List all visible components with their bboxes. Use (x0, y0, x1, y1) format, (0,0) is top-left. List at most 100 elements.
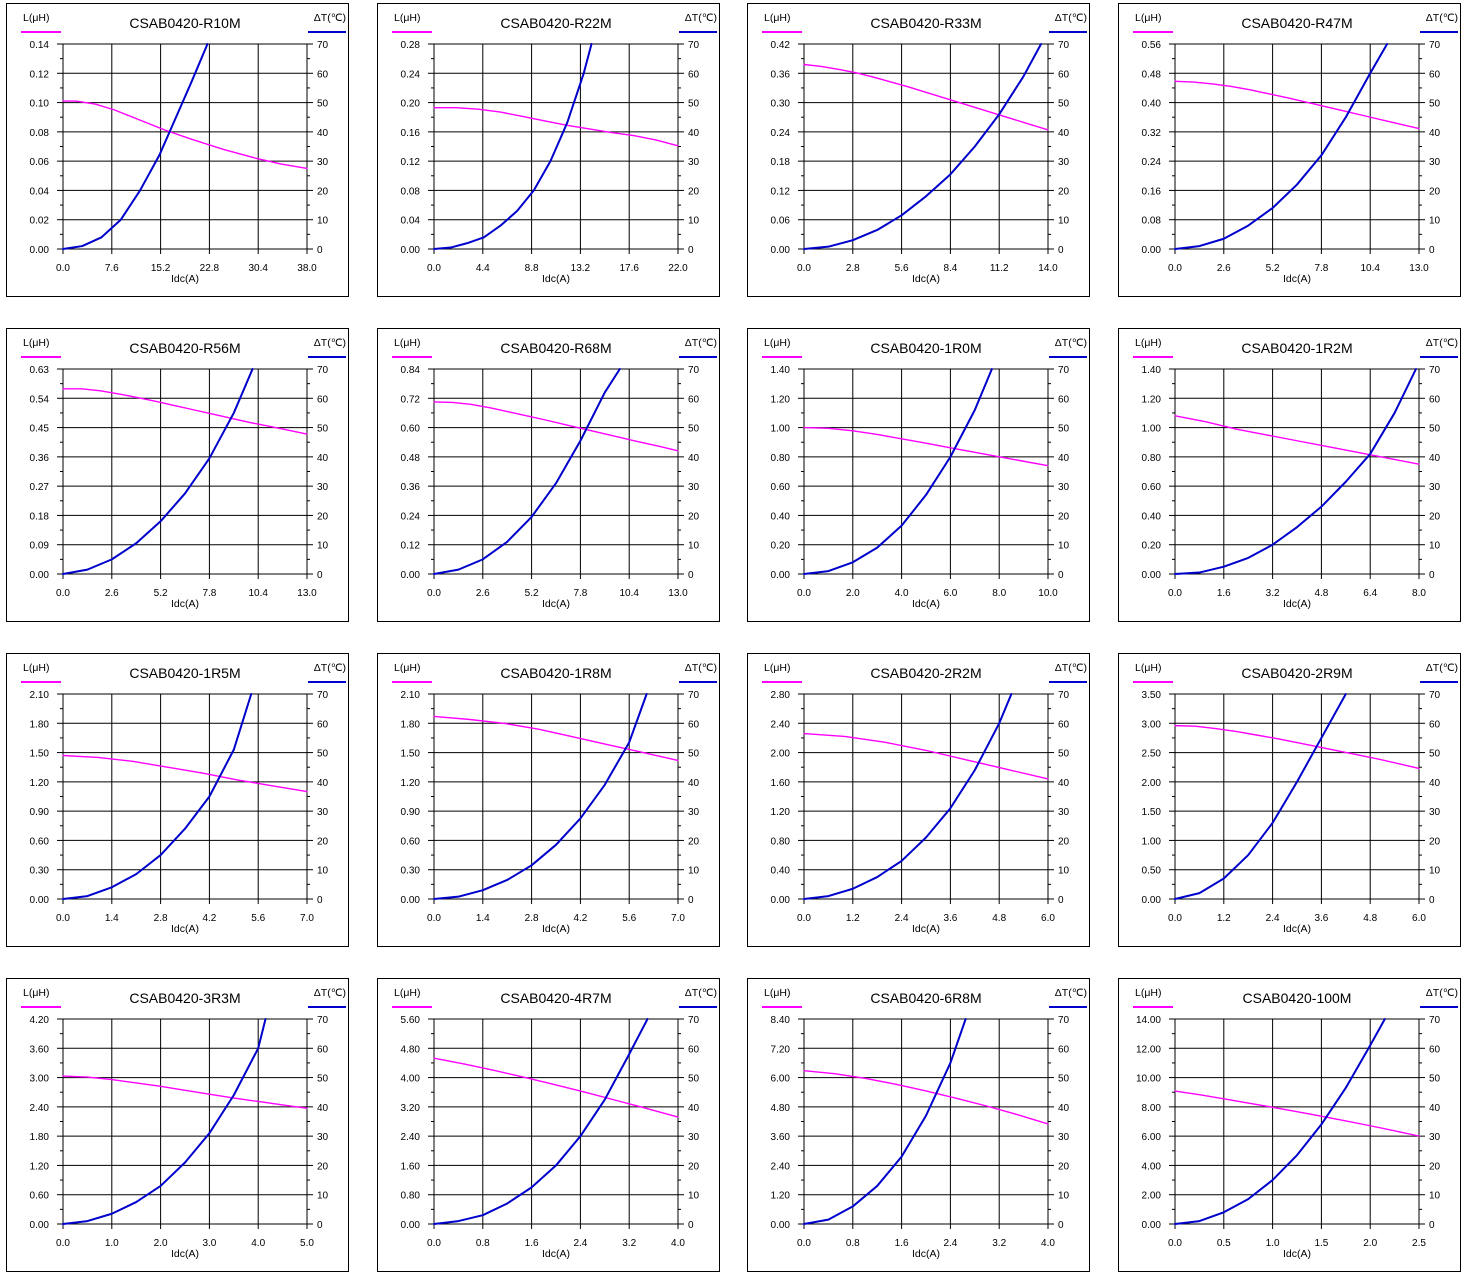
y-right-tick-label: 60 (317, 394, 329, 405)
y-right-tick-label: 10 (688, 541, 700, 552)
x-tick-label: 1.2 (1217, 913, 1231, 924)
x-tick-label: 4.8 (1314, 588, 1328, 599)
x-tick-label: 0.0 (1168, 1238, 1182, 1249)
x-tick-label: 0.0 (56, 1238, 70, 1249)
chart-card: CSAB0420-R33M L(μH) ΔT(℃) Idc(A) 0.0 2.8 5.6 8.… (747, 3, 1090, 297)
y-right-tick-label: 70 (1058, 365, 1070, 376)
left-axis-label: L(μH) (764, 12, 790, 24)
y-left-tick-label: 0.30 (401, 866, 421, 877)
left-axis-label: L(μH) (1135, 987, 1161, 999)
x-tick-label: 7.8 (573, 588, 587, 599)
y-left-tick-label: 0.42 (771, 40, 791, 51)
y-right-tick-label: 0 (688, 1220, 694, 1231)
chart-svg: CSAB0420-1R5M L(μH) ΔT(℃) Idc(A) 0.0 1.4 2.8 4.… (21, 662, 346, 935)
y-left-tick-label: 0.12 (771, 186, 791, 197)
y-left-tick-label: 1.00 (1142, 424, 1162, 435)
y-left-tick-label: 0.08 (1142, 216, 1162, 227)
right-axis-label: ΔT(℃) (1426, 337, 1458, 349)
inductance-series-line (803, 63, 1049, 131)
right-axis-label: ΔT(℃) (1055, 987, 1087, 999)
left-axis-label: L(μH) (394, 337, 420, 349)
x-tick-label: 0.0 (56, 588, 70, 599)
y-right-tick-label: 60 (1429, 719, 1441, 730)
y-right-tick-label: 30 (317, 807, 329, 818)
chart-svg: CSAB0420-R47M L(μH) ΔT(℃) Idc(A) 0.0 2.6 5.2 7.… (1133, 12, 1458, 285)
y-left-tick-label: 10.00 (1136, 1074, 1161, 1085)
temperature-series-line (62, 1018, 267, 1225)
left-axis-label: L(μH) (394, 662, 420, 674)
x-tick-label: 3.6 (1314, 913, 1328, 924)
y-right-tick-label: 0 (1429, 245, 1435, 256)
x-axis-label: Idc(A) (1283, 923, 1311, 935)
y-left-tick-label: 0.00 (30, 895, 50, 906)
x-tick-label: 4.0 (895, 588, 909, 599)
y-left-tick-label: 1.20 (771, 394, 791, 405)
y-right-tick-label: 0 (317, 895, 323, 906)
y-right-tick-label: 70 (688, 690, 700, 701)
x-tick-label: 15.2 (151, 263, 171, 274)
x-tick-label: 22.0 (668, 263, 688, 274)
temperature-series-line (433, 1018, 649, 1225)
left-axis-label: L(μH) (764, 337, 790, 349)
chart-title: CSAB0420-1R5M (129, 665, 240, 681)
y-right-tick-label: 0 (1429, 570, 1435, 581)
x-tick-label: 10.4 (248, 588, 268, 599)
x-tick-label: 2.5 (1412, 1238, 1426, 1249)
y-right-tick-label: 20 (317, 1161, 329, 1172)
chart-title: CSAB0420-R47M (1241, 15, 1352, 31)
left-axis-label: L(μH) (23, 662, 49, 674)
x-axis-label: Idc(A) (1283, 273, 1311, 285)
inductance-series-line (433, 401, 679, 452)
y-right-tick-label: 10 (1429, 216, 1441, 227)
y-left-tick-label: 0.20 (771, 541, 791, 552)
right-axis-label: ΔT(℃) (1055, 12, 1087, 24)
y-right-tick-label: 40 (1429, 453, 1441, 464)
y-right-tick-label: 50 (1429, 1074, 1441, 1085)
inductance-series-line (433, 1057, 679, 1118)
left-axis-label: L(μH) (23, 987, 49, 999)
y-right-tick-label: 0 (1058, 570, 1064, 581)
temperature-series-line (803, 368, 993, 575)
y-right-tick-label: 40 (1058, 453, 1070, 464)
chart-svg: CSAB0420-R68M L(μH) ΔT(℃) Idc(A) 0.0 2.6 5.2 7.… (392, 337, 717, 610)
y-left-tick-label: 0.60 (771, 482, 791, 493)
x-tick-label: 1.6 (525, 1238, 539, 1249)
chart-title: CSAB0420-R56M (129, 340, 240, 356)
right-axis-label: ΔT(℃) (685, 987, 717, 999)
y-left-tick-label: 2.40 (771, 1161, 791, 1172)
left-axis-label: L(μH) (23, 337, 49, 349)
y-left-tick-label: 1.20 (771, 1191, 791, 1202)
y-right-tick-label: 0 (1058, 895, 1064, 906)
y-right-tick-label: 30 (317, 1132, 329, 1143)
y-right-tick-label: 40 (1429, 128, 1441, 139)
x-tick-label: 5.2 (525, 588, 539, 599)
x-tick-label: 2.4 (1266, 913, 1280, 924)
chart-card: CSAB0420-1R5M L(μH) ΔT(℃) Idc(A) 0.0 1.4 2.8 4.… (6, 653, 349, 947)
y-right-tick-label: 0 (1058, 245, 1064, 256)
temperature-series-line (1174, 43, 1389, 250)
y-left-tick-label: 0.00 (1142, 1220, 1162, 1231)
y-right-tick-label: 20 (688, 511, 700, 522)
right-axis-label: ΔT(℃) (1426, 662, 1458, 674)
y-right-tick-label: 50 (1429, 424, 1441, 435)
y-left-tick-label: 0.40 (1142, 99, 1162, 110)
y-right-tick-label: 30 (688, 1132, 700, 1143)
inductance-series-line (1174, 1090, 1420, 1137)
y-left-tick-label: 0.30 (30, 866, 50, 877)
y-left-tick-label: 0.84 (401, 365, 421, 376)
y-left-tick-label: 0.00 (1142, 570, 1162, 581)
x-axis-label: Idc(A) (1283, 1248, 1311, 1260)
y-right-tick-label: 50 (317, 424, 329, 435)
y-left-tick-label: 0.30 (771, 99, 791, 110)
y-right-tick-label: 20 (1058, 511, 1070, 522)
y-right-tick-label: 50 (317, 749, 329, 760)
left-axis-label: L(μH) (764, 987, 790, 999)
y-right-tick-label: 20 (1429, 1161, 1441, 1172)
y-right-tick-label: 60 (1058, 1044, 1070, 1055)
y-left-tick-label: 4.80 (771, 1103, 791, 1114)
y-left-tick-label: 0.36 (401, 482, 421, 493)
y-left-tick-label: 0.00 (30, 245, 50, 256)
y-right-tick-label: 40 (1058, 778, 1070, 789)
y-left-tick-label: 7.20 (771, 1044, 791, 1055)
y-right-tick-label: 30 (317, 482, 329, 493)
